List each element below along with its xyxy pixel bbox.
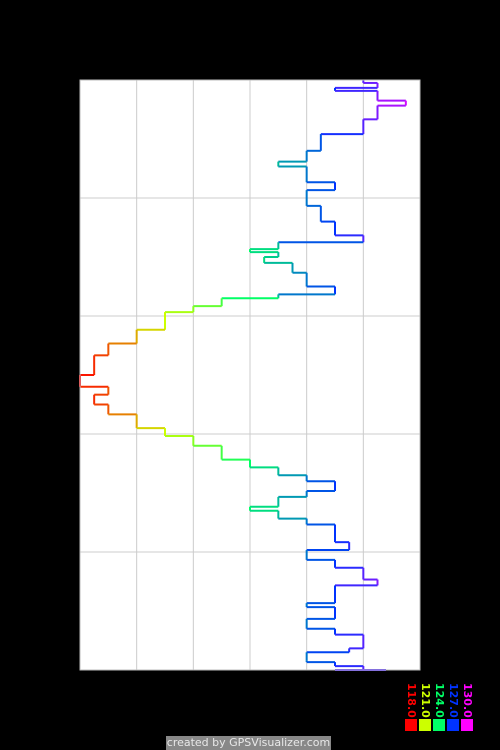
credit-text: created by GPSVisualizer.com bbox=[166, 736, 331, 750]
legend-label: 118.0 bbox=[405, 683, 418, 718]
legend-label: 127.0 bbox=[447, 683, 460, 718]
legend-label-text: 127.0 bbox=[447, 683, 460, 718]
legend-label-text: 121.0 bbox=[419, 683, 432, 718]
legend-swatch bbox=[461, 719, 473, 731]
legend-swatch bbox=[405, 719, 417, 731]
legend-swatch bbox=[419, 719, 431, 731]
legend-label: 121.0 bbox=[419, 683, 432, 718]
plot-frame bbox=[79, 79, 421, 671]
legend-label: 124.0 bbox=[433, 683, 446, 718]
legend-label-text: 124.0 bbox=[433, 683, 446, 718]
data-series bbox=[79, 80, 407, 671]
legend-swatch bbox=[433, 719, 445, 731]
legend-label-text: 118.0 bbox=[405, 683, 418, 718]
legend-label-text: 130.0 bbox=[461, 683, 474, 718]
legend-label: 130.0 bbox=[461, 683, 474, 718]
legend-swatch bbox=[447, 719, 459, 731]
